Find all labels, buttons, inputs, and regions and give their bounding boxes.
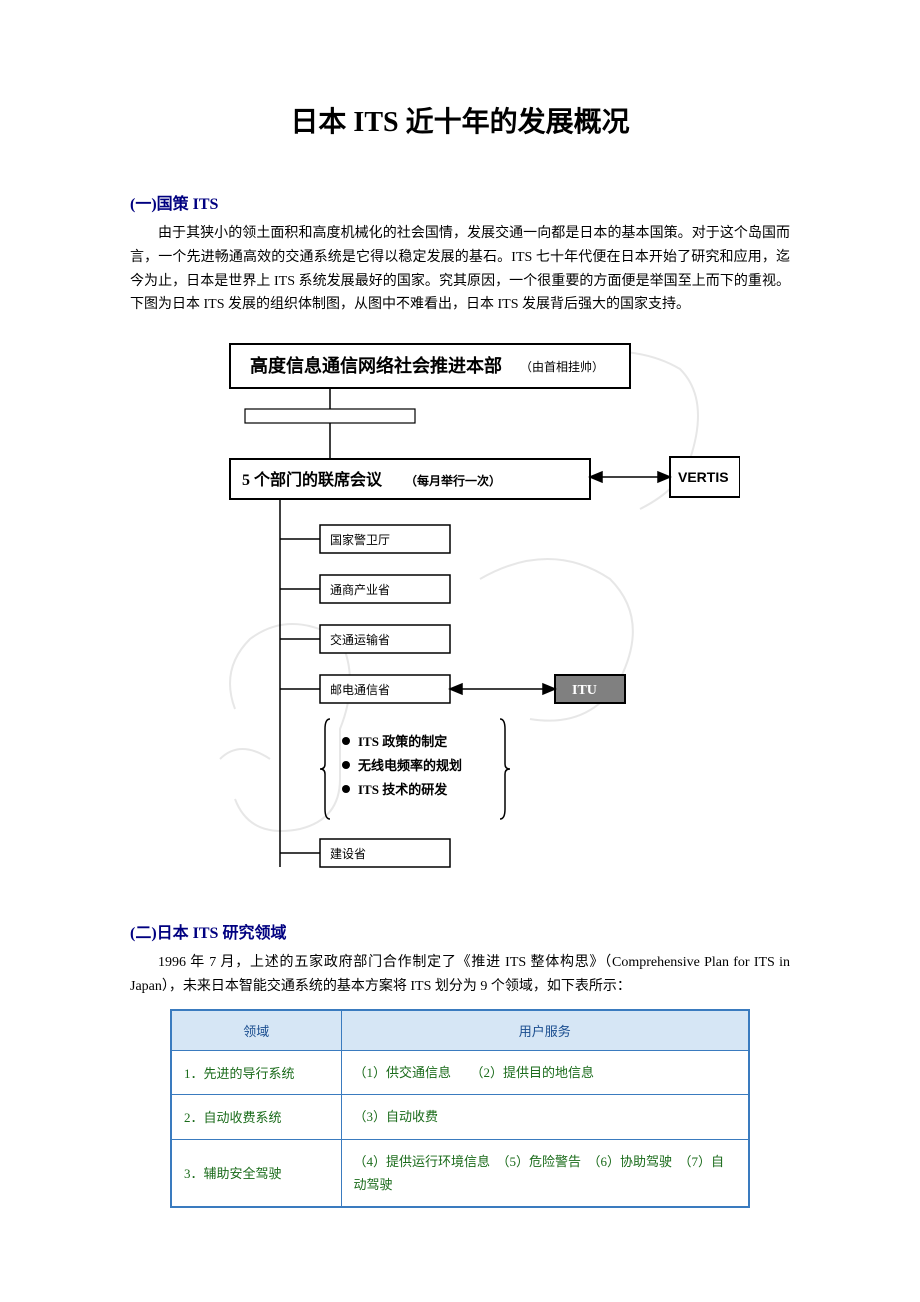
table-row: 3．辅助安全驾驶 （4）提供运行环境信息 （5）危险警告 （6）协助驾驶 （7）… bbox=[171, 1139, 749, 1207]
dept-4: 建设省 bbox=[330, 847, 366, 861]
meeting-title: 5 个部门的联席会议 bbox=[242, 470, 383, 489]
domain-cell: 3．辅助安全驾驶 bbox=[171, 1139, 341, 1207]
itu-label: ITU bbox=[572, 683, 597, 698]
dept-1: 通商产业省 bbox=[330, 582, 390, 597]
page-title: 日本 ITS 近十年的发展概况 bbox=[130, 100, 790, 140]
research-domains-table: 领域 用户服务 1．先进的导行系统 （1）供交通信息 （2）提供目的地信息 2．… bbox=[170, 1009, 750, 1209]
section1-paragraph: 由于其狭小的领土面积和高度机械化的社会国情，发展交通一向都是日本的基本国策。对于… bbox=[130, 222, 790, 317]
bullet-2: ITS 技术的研发 bbox=[358, 782, 448, 797]
meeting-note: （每月举行一次） bbox=[405, 473, 501, 488]
services-cell: （4）提供运行环境信息 （5）危险警告 （6）协助驾驶 （7）自动驾驶 bbox=[341, 1139, 749, 1207]
top-box-note: （由首相挂帅） bbox=[520, 360, 604, 374]
table-row: 2．自动收费系统 （3）自动收费 bbox=[171, 1095, 749, 1139]
domain-cell: 1．先进的导行系统 bbox=[171, 1050, 341, 1094]
vertis-label: VERTIS bbox=[678, 469, 729, 485]
dept-3: 邮电通信省 bbox=[330, 683, 390, 697]
dept-2: 交通运输省 bbox=[330, 632, 390, 647]
bullet-1: 无线电频率的规划 bbox=[357, 758, 462, 773]
services-cell: （1）供交通信息 （2）提供目的地信息 bbox=[341, 1050, 749, 1094]
top-box-title: 高度信息通信网络社会推进本部 bbox=[250, 355, 502, 376]
bullet-0: ITS 政策的制定 bbox=[358, 734, 447, 749]
table-row: 1．先进的导行系统 （1）供交通信息 （2）提供目的地信息 bbox=[171, 1050, 749, 1094]
table-header-domain: 领域 bbox=[171, 1010, 341, 1051]
section1-heading: (一)国策 ITS bbox=[130, 190, 790, 214]
section2-heading: (二)日本 ITS 研究领域 bbox=[130, 919, 790, 943]
org-chart: 高度信息通信网络社会推进本部 （由首相挂帅） 5 个部门的联席会议 （每月举行一… bbox=[180, 329, 740, 889]
dept-0: 国家警卫厅 bbox=[330, 532, 390, 547]
section2-paragraph: 1996 年 7 月，上述的五家政府部门合作制定了《推进 ITS 整体构思》（C… bbox=[130, 951, 790, 999]
domain-cell: 2．自动收费系统 bbox=[171, 1095, 341, 1139]
table-header-services: 用户服务 bbox=[341, 1010, 749, 1051]
services-cell: （3）自动收费 bbox=[341, 1095, 749, 1139]
